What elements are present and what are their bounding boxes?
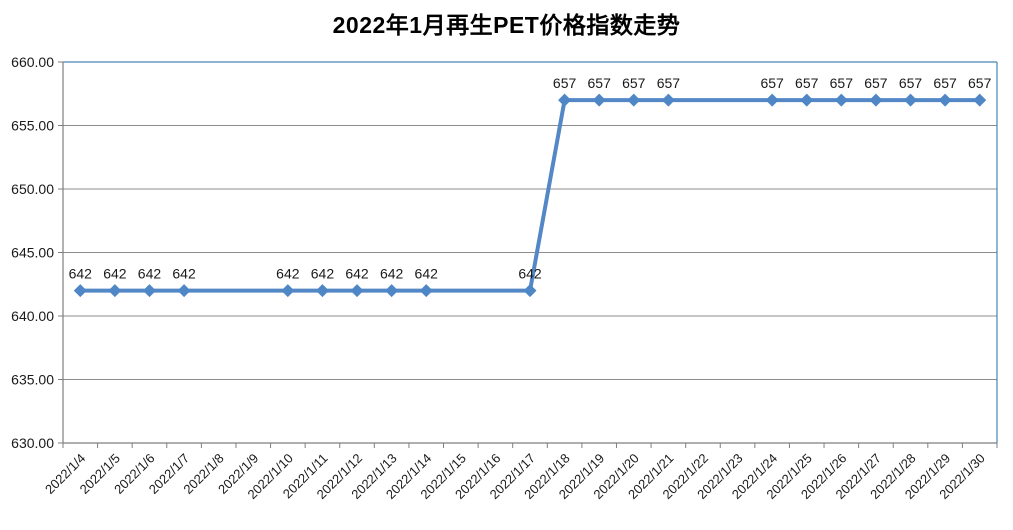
data-point-marker	[73, 284, 87, 298]
y-axis-label: 645.00	[11, 245, 54, 261]
data-point-marker	[419, 284, 433, 298]
data-point-marker	[834, 93, 848, 107]
data-point-label: 642	[69, 266, 93, 282]
data-point-marker	[661, 93, 675, 107]
data-point-label: 657	[968, 75, 992, 91]
data-point-marker	[558, 93, 572, 107]
data-point-marker	[800, 93, 814, 107]
data-point-marker	[281, 284, 295, 298]
data-point-label: 657	[760, 75, 784, 91]
data-point-label: 657	[553, 75, 577, 91]
data-point-label: 642	[103, 266, 127, 282]
data-point-label: 642	[138, 266, 162, 282]
chart-title: 2022年1月再生PET价格指数走势	[332, 12, 681, 38]
data-point-label: 657	[830, 75, 854, 91]
data-point-label: 642	[415, 266, 439, 282]
series-line	[78, 98, 982, 293]
data-point-marker	[627, 93, 641, 107]
data-point-marker	[938, 93, 952, 107]
data-point-marker	[523, 284, 537, 298]
data-point-label: 642	[172, 266, 196, 282]
y-axis-label: 630.00	[11, 435, 54, 451]
data-point-label: 657	[933, 75, 957, 91]
y-axis-label: 640.00	[11, 308, 54, 324]
data-point-marker	[765, 93, 779, 107]
y-axis-label: 660.00	[11, 54, 54, 70]
data-point-label: 657	[622, 75, 646, 91]
data-point-label: 657	[864, 75, 888, 91]
data-point-marker	[973, 93, 987, 107]
y-axis-label: 650.00	[11, 181, 54, 197]
data-point-label: 657	[657, 75, 681, 91]
data-point-marker	[869, 93, 883, 107]
data-point-label: 642	[311, 266, 335, 282]
data-point-marker	[315, 284, 329, 298]
data-point-marker	[350, 284, 364, 298]
data-point-marker	[108, 284, 122, 298]
data-point-label: 657	[899, 75, 923, 91]
y-axis-label: 655.00	[11, 118, 54, 134]
data-point-label: 657	[588, 75, 612, 91]
data-point-label: 642	[518, 266, 542, 282]
data-point-label: 642	[276, 266, 300, 282]
data-point-marker	[142, 284, 156, 298]
data-point-label: 642	[380, 266, 404, 282]
data-point-marker	[385, 284, 399, 298]
y-axis-label: 635.00	[11, 372, 54, 388]
data-point-marker	[904, 93, 918, 107]
data-point-label: 642	[345, 266, 369, 282]
data-point-marker	[592, 93, 606, 107]
data-point-label: 657	[795, 75, 819, 91]
data-point-marker	[177, 284, 191, 298]
